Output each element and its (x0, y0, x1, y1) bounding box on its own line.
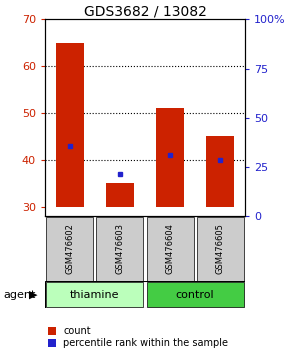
FancyBboxPatch shape (46, 217, 93, 281)
FancyBboxPatch shape (197, 217, 244, 281)
Text: agent: agent (3, 290, 35, 300)
Text: GSM476602: GSM476602 (66, 223, 75, 274)
Text: control: control (176, 290, 214, 300)
Text: GSM476604: GSM476604 (166, 223, 175, 274)
Text: GSM476603: GSM476603 (115, 223, 124, 274)
Bar (206, 136, 234, 207)
Text: GSM476605: GSM476605 (215, 223, 224, 274)
Text: thiamine: thiamine (70, 290, 120, 300)
Bar (156, 108, 184, 207)
FancyBboxPatch shape (146, 217, 193, 281)
FancyBboxPatch shape (46, 282, 144, 307)
Bar (106, 183, 134, 207)
Bar (56, 43, 84, 207)
Title: GDS3682 / 13082: GDS3682 / 13082 (84, 4, 206, 18)
Legend: count, percentile rank within the sample: count, percentile rank within the sample (47, 325, 229, 349)
FancyBboxPatch shape (146, 282, 244, 307)
Text: ▶: ▶ (29, 290, 38, 300)
FancyBboxPatch shape (97, 217, 144, 281)
